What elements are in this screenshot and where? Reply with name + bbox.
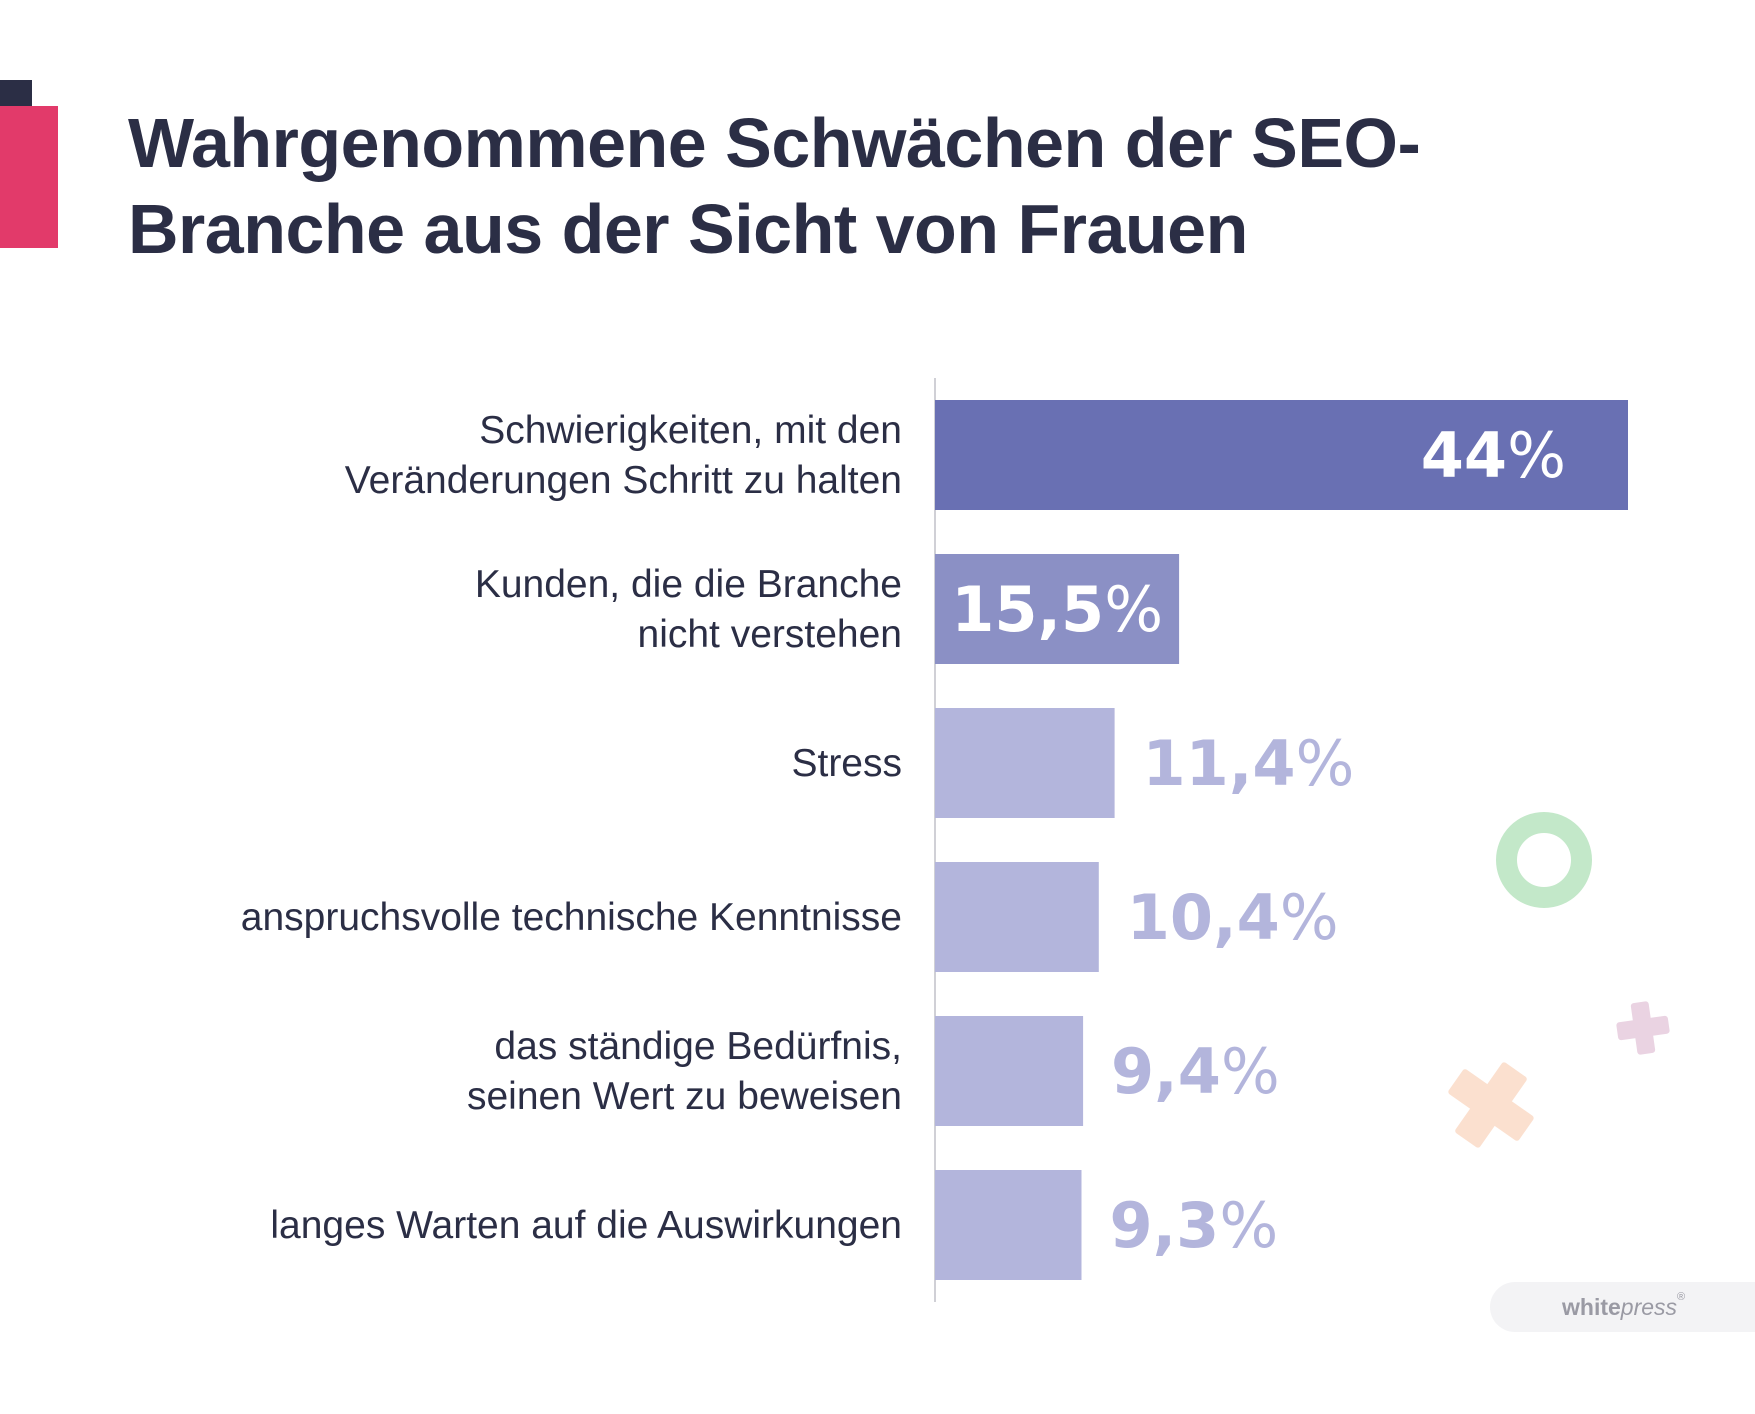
decorative-ring xyxy=(1496,812,1592,908)
bar-6 xyxy=(935,1170,1082,1280)
category-label-6: langes Warten auf die Auswirkungen xyxy=(270,1204,902,1247)
bar-5 xyxy=(935,1016,1084,1126)
decorative-plus-icon xyxy=(1614,999,1673,1058)
category-label-1: Schwierigkeiten, mit den xyxy=(479,409,902,452)
value-label-4: 10,4% xyxy=(1127,881,1339,954)
category-label-2: Kunden, die die Branche xyxy=(475,563,902,606)
bar-3 xyxy=(935,708,1115,818)
whitepress-logo: whitepress® xyxy=(1490,1282,1755,1332)
value-label-2: 15,5% xyxy=(951,573,1163,646)
bar-2 xyxy=(935,554,1180,664)
category-label-4: anspruchsvolle technische Kenntnisse xyxy=(241,896,902,939)
category-label-3: Stress xyxy=(791,742,902,785)
value-label-5: 9,4% xyxy=(1111,1035,1280,1108)
category-label-2: nicht verstehen xyxy=(638,613,903,656)
chart-title: Wahrgenommene Schwächen der SEO-Branche … xyxy=(128,104,1421,268)
value-label-3: 11,4% xyxy=(1143,727,1355,800)
bar-4 xyxy=(935,862,1099,972)
decorative-pink-block xyxy=(0,106,58,248)
category-label-5: das ständige Bedürfnis, xyxy=(494,1025,902,1068)
value-label-6: 9,3% xyxy=(1109,1189,1278,1262)
value-label-1: 44% xyxy=(1421,419,1566,492)
category-label-1: Veränderungen Schritt zu halten xyxy=(345,459,902,502)
bar-1 xyxy=(935,400,1628,510)
category-label-5: seinen Wert zu beweisen xyxy=(467,1075,902,1118)
decorative-navy-block xyxy=(0,80,32,106)
